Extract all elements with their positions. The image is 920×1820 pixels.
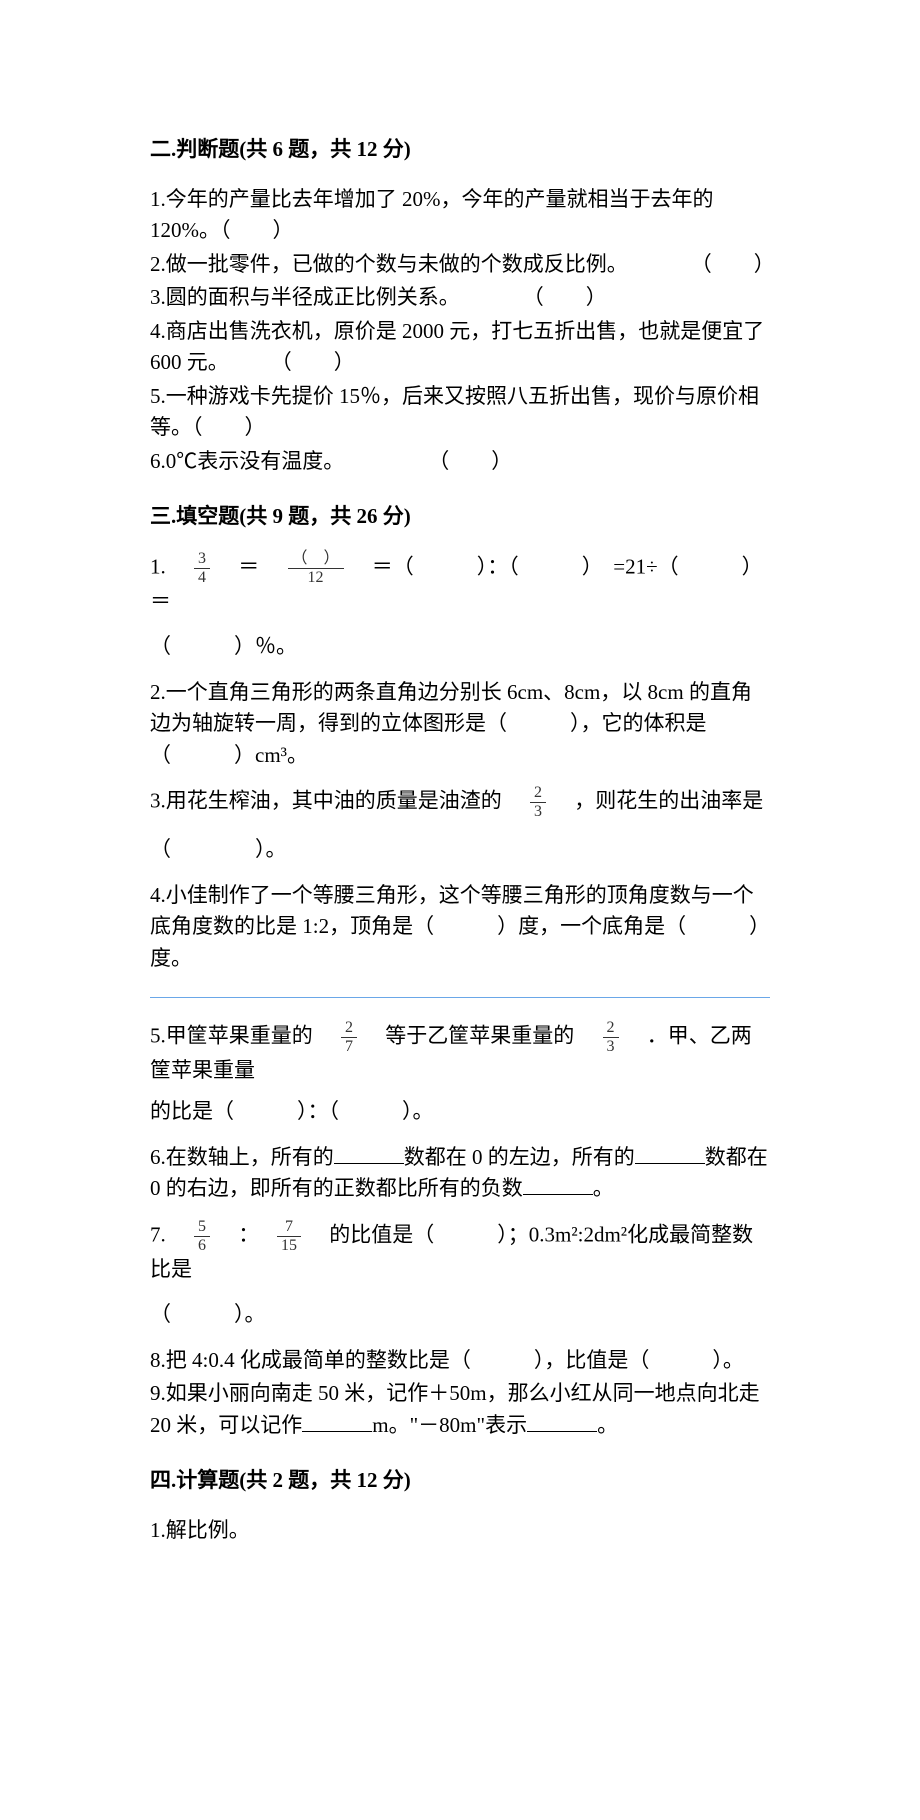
fraction-5-over-6: 5 6 bbox=[194, 1219, 210, 1254]
frac-num: 2 bbox=[603, 1020, 619, 1037]
frac-den: 15 bbox=[277, 1236, 301, 1254]
frac-den: 12 bbox=[288, 569, 344, 586]
frac-num: 5 bbox=[194, 1219, 210, 1236]
s3-q3-line2: （ ）。 bbox=[150, 834, 770, 866]
horizontal-rule bbox=[150, 996, 770, 998]
s3-q5-line2: 的比是（ ）：（ ）。 bbox=[150, 1096, 770, 1128]
s3-q1-line2: （ ）％。 bbox=[150, 631, 770, 663]
blank bbox=[334, 1142, 404, 1164]
eq: ＝ bbox=[217, 554, 280, 578]
s3-q1-prefix: 1. bbox=[150, 554, 187, 578]
s3-q5: 5.甲筐苹果重量的 2 7 等于乙筐苹果重量的 2 3 ．甲、乙两筐苹果重量 的… bbox=[150, 1020, 770, 1128]
fraction-2-over-7: 2 7 bbox=[341, 1020, 357, 1055]
s3-q4: 4.小佳制作了一个等腰三角形，这个等腰三角形的顶角度数与一个底角度数的比是 1:… bbox=[150, 880, 770, 975]
fraction-7-over-15: 7 15 bbox=[277, 1219, 301, 1254]
s2-q6: 6.0℃表示没有温度。 （ ） bbox=[150, 446, 770, 478]
s2-q4: 4.商店出售洗衣机，原价是 2000 元，打七五折出售，也就是便宜了 600 元… bbox=[150, 316, 770, 379]
fraction-2-over-3: 2 3 bbox=[530, 785, 546, 820]
fraction-blank-over-12: （ ） 12 bbox=[288, 551, 344, 586]
s3-q7: 7. 5 6 ： 7 15 的比值是（ ）；0.3m²:2dm²化成最简整数比是… bbox=[150, 1219, 770, 1331]
s3-q6: 6.在数轴上，所有的数都在 0 的左边，所有的数都在 0 的右边，即所有的正数都… bbox=[150, 1142, 770, 1205]
s3-q3: 3.用花生榨油，其中油的质量是油渣的 2 3 ，则花生的出油率是 （ ）。 bbox=[150, 785, 770, 866]
s2-q1: 1.今年的产量比去年增加了 20%，今年的产量就相当于去年的 120%。（ ） bbox=[150, 184, 770, 247]
blank bbox=[635, 1142, 705, 1164]
s3-q9: 9.如果小丽向南走 50 米，记作＋50m，那么小红从同一地点向北走 20 米，… bbox=[150, 1378, 770, 1441]
s2-q2: 2.做一批零件，已做的个数与未做的个数成反比例。 （ ） bbox=[150, 249, 770, 281]
frac-den: 4 bbox=[194, 568, 210, 586]
s3-q7-line2: （ ）。 bbox=[150, 1299, 770, 1331]
frac-den: 6 bbox=[194, 1236, 210, 1254]
s3-q1: 1. 3 4 ＝ （ ） 12 ＝（ ）：（ ） =21÷（ ） ＝ （ ）％。 bbox=[150, 551, 770, 663]
frac-den: 3 bbox=[530, 802, 546, 820]
s4-q1: 1.解比例。 bbox=[150, 1515, 770, 1547]
frac-den: 3 bbox=[603, 1037, 619, 1055]
s3-q9-p2: m。"－80m"表示 bbox=[372, 1413, 527, 1437]
blank bbox=[523, 1173, 593, 1195]
s3-q6-p1: 6.在数轴上，所有的 bbox=[150, 1145, 334, 1169]
blank bbox=[527, 1410, 597, 1432]
s3-q7-prefix: 7. bbox=[150, 1222, 187, 1246]
frac-num: 7 bbox=[277, 1219, 301, 1236]
s3-q3-prefix: 3.用花生榨油，其中油的质量是油渣的 bbox=[150, 788, 523, 812]
s3-q6-p4: 。 bbox=[593, 1176, 614, 1200]
s3-q8: 8.把 4:0.4 化成最简单的整数比是（ ），比值是（ ）。 bbox=[150, 1345, 770, 1377]
s2-q3: 3.圆的面积与半径成正比例关系。 （ ） bbox=[150, 282, 770, 314]
section-4-header: 四.计算题(共 2 题，共 12 分) bbox=[150, 1465, 770, 1497]
s3-q1-line1: 1. 3 4 ＝ （ ） 12 ＝（ ）：（ ） =21÷（ ） ＝ bbox=[150, 551, 770, 618]
frac-num: 2 bbox=[530, 785, 546, 802]
fraction-2-over-3: 2 3 bbox=[603, 1020, 619, 1055]
s3-q5-prefix: 5.甲筐苹果重量的 bbox=[150, 1023, 334, 1047]
frac-num-blank: （ ） bbox=[288, 551, 344, 569]
blank bbox=[302, 1410, 372, 1432]
s3-q7-mid: ： bbox=[217, 1222, 270, 1246]
fraction-3-over-4: 3 4 bbox=[194, 551, 210, 586]
s3-q6-p2: 数都在 0 的左边，所有的 bbox=[404, 1145, 635, 1169]
s3-q5-mid: 等于乙筐苹果重量的 bbox=[364, 1023, 595, 1047]
frac-den: 7 bbox=[341, 1037, 357, 1055]
s3-q3-mid: ，则花生的出油率是 bbox=[553, 788, 763, 812]
s2-q5: 5.一种游戏卡先提价 15％，后来又按照八五折出售，现价与原价相等。（ ） bbox=[150, 381, 770, 444]
frac-num: 2 bbox=[341, 1020, 357, 1037]
s3-q9-p3: 。 bbox=[597, 1413, 618, 1437]
section-3-header: 三.填空题(共 9 题，共 26 分) bbox=[150, 501, 770, 533]
section-2-header: 二.判断题(共 6 题，共 12 分) bbox=[150, 134, 770, 166]
frac-num: 3 bbox=[194, 551, 210, 568]
s3-q2: 2.一个直角三角形的两条直角边分别长 6cm、8cm，以 8cm 的直角边为轴旋… bbox=[150, 677, 770, 772]
